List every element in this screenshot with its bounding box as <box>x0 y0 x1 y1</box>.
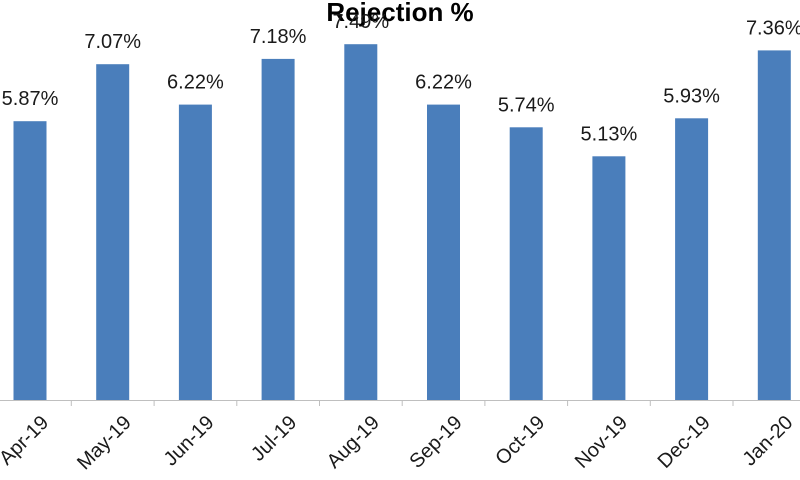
data-labels-layer: 5.87% 7.07% 6.22% 7.18% 7.49% 6.22% 5.74% 5.13%… <box>2 11 800 145</box>
bar-jul-19 <box>261 58 295 401</box>
x-tick-label-nov-19: Nov-19 <box>571 412 632 473</box>
bar-nov-19 <box>592 156 626 400</box>
bars-layer <box>13 44 791 401</box>
bar-oct-19 <box>509 127 543 401</box>
x-tick-label-apr-19: Apr-19 <box>0 412 53 470</box>
bar-dec-19 <box>675 118 709 401</box>
data-label-dec-19: 5.93% <box>663 85 720 107</box>
x-tick-label-sep-19: Sep-19 <box>405 412 466 473</box>
bar-jun-19 <box>178 104 212 400</box>
x-tick-label-oct-19: Oct-19 <box>491 412 549 470</box>
x-tick-label-aug-19: Aug-19 <box>323 412 384 473</box>
bar-sep-19 <box>427 104 460 400</box>
data-label-nov-19: 5.13% <box>581 123 638 145</box>
x-tick-label-jul-19: Jul-19 <box>247 412 301 466</box>
chart-title: Rejection % <box>326 0 474 27</box>
data-label-apr-19: 5.87% <box>2 88 59 110</box>
bar-aug-19 <box>344 44 378 400</box>
bar-jan-20 <box>757 50 791 401</box>
data-label-oct-19: 5.74% <box>498 94 555 116</box>
data-label-aug-19: 7.49% <box>332 11 389 33</box>
data-label-jun-19: 6.22% <box>167 72 224 94</box>
bar-apr-19 <box>13 121 47 400</box>
x-axis: Apr-19 May-19 Jun-19 Jul-19 Aug-19 Sep-19 Oct-… <box>0 400 800 474</box>
bar-may-19 <box>96 64 130 400</box>
x-tick-label-dec-19: Dec-19 <box>654 412 715 473</box>
x-tick-label-jun-19: Jun-19 <box>160 412 219 471</box>
x-tick-label-jan-20: Jan-20 <box>739 412 798 471</box>
x-tick-label-may-19: May-19 <box>73 412 136 475</box>
data-label-sep-19: 6.22% <box>415 72 472 94</box>
data-label-may-19: 7.07% <box>84 31 141 53</box>
data-label-jul-19: 7.18% <box>250 26 307 48</box>
data-label-jan-20: 7.36% <box>746 17 800 39</box>
